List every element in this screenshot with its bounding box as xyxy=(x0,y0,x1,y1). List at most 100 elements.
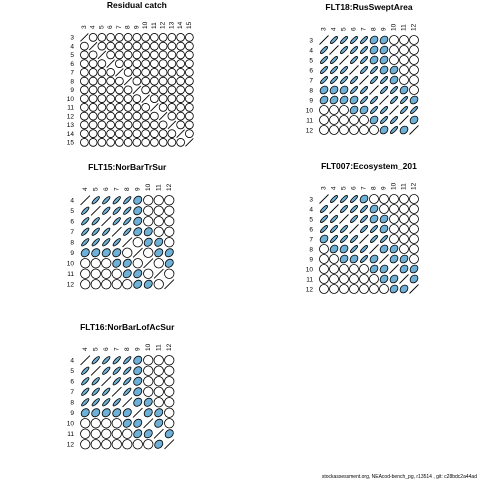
correlation-ellipse xyxy=(369,284,379,294)
correlation-ellipse xyxy=(185,111,194,121)
correlation-ellipse xyxy=(158,129,168,138)
correlation-ellipse xyxy=(379,35,389,45)
correlation-ellipse xyxy=(185,68,194,77)
correlation-ellipse xyxy=(102,238,111,247)
col-tick-label: 5 xyxy=(92,187,99,191)
col-tick-label: 7 xyxy=(113,347,120,351)
correlation-ellipse xyxy=(369,204,379,214)
correlation-ellipse xyxy=(143,247,154,258)
correlation-ellipse xyxy=(329,264,339,274)
correlation-ellipse xyxy=(80,279,91,290)
diagonal-mark xyxy=(167,120,177,130)
correlation-ellipse xyxy=(150,111,159,121)
row-tick-label: 12 xyxy=(306,286,314,293)
diagonal-mark xyxy=(164,279,175,290)
correlation-ellipse xyxy=(167,68,177,77)
correlation-ellipse xyxy=(81,206,90,215)
correlation-ellipse xyxy=(389,274,399,284)
correlation-ellipse xyxy=(399,65,409,75)
correlation-ellipse xyxy=(339,125,349,135)
correlation-ellipse xyxy=(185,103,194,112)
correlation-ellipse xyxy=(340,235,348,243)
correlation-ellipse xyxy=(399,194,409,204)
correlation-ellipse xyxy=(88,68,98,77)
correlation-ellipse xyxy=(330,195,338,203)
correlation-ellipse xyxy=(111,418,122,429)
correlation-ellipse xyxy=(349,95,359,105)
diagonal-mark xyxy=(153,268,164,279)
correlation-ellipse xyxy=(409,274,419,284)
correlation-ellipse xyxy=(370,225,378,233)
correlation-ellipse xyxy=(132,41,142,51)
panel-title: FLT15:NorBarTrSur xyxy=(88,162,167,172)
correlation-ellipse xyxy=(143,227,153,237)
correlation-ellipse xyxy=(106,138,115,147)
correlation-ellipse xyxy=(91,227,100,236)
col-tick-label: 6 xyxy=(351,186,358,190)
col-tick-label: 12 xyxy=(160,21,167,29)
correlation-ellipse xyxy=(176,50,185,60)
correlation-ellipse xyxy=(80,439,91,450)
correlation-ellipse xyxy=(154,439,164,449)
correlation-ellipse xyxy=(133,387,143,397)
correlation-ellipse xyxy=(123,129,133,138)
row-tick-label: 9 xyxy=(70,410,74,417)
row-tick-label: 4 xyxy=(70,198,74,205)
correlation-ellipse xyxy=(399,204,409,214)
diagonal-mark xyxy=(132,407,143,418)
correlation-ellipse xyxy=(185,94,194,103)
correlation-ellipse xyxy=(164,205,175,216)
correlation-ellipse xyxy=(359,125,369,135)
correlation-ellipse xyxy=(350,76,358,84)
correlation-ellipse xyxy=(379,45,389,55)
correlation-ellipse xyxy=(111,439,122,450)
correlation-ellipse xyxy=(340,46,348,54)
correlation-ellipse xyxy=(158,85,168,95)
correlation-ellipse xyxy=(176,85,185,95)
row-tick-label: 11 xyxy=(306,276,313,283)
col-tick-label: 7 xyxy=(361,186,368,190)
row-tick-label: 5 xyxy=(309,57,313,64)
correlation-ellipse xyxy=(81,398,90,407)
correlation-ellipse xyxy=(106,111,115,121)
diagonal-mark xyxy=(132,85,142,95)
correlation-ellipse xyxy=(80,418,91,429)
col-tick-label: 4 xyxy=(82,347,89,351)
correlation-ellipse xyxy=(349,105,359,115)
correlation-ellipse xyxy=(106,68,115,77)
correlation-ellipse xyxy=(164,268,175,279)
correlation-ellipse xyxy=(143,205,154,216)
correlation-ellipse xyxy=(150,68,159,77)
col-tick-label: 6 xyxy=(103,347,110,351)
col-tick-label: 6 xyxy=(107,25,114,29)
row-tick-label: 5 xyxy=(70,52,74,59)
correlation-ellipse xyxy=(150,41,159,51)
col-tick-label: 12 xyxy=(411,182,418,190)
col-tick-label: 10 xyxy=(145,343,152,351)
correlation-ellipse xyxy=(409,45,419,55)
correlation-ellipse xyxy=(389,45,399,55)
correlation-ellipse xyxy=(176,120,185,130)
correlation-ellipse xyxy=(350,195,358,203)
col-tick-label: 5 xyxy=(92,347,99,351)
correlation-ellipse xyxy=(185,33,194,42)
correlation-ellipse xyxy=(360,225,368,233)
correlation-ellipse xyxy=(380,106,388,114)
correlation-ellipse xyxy=(97,138,107,147)
col-tick-label: 10 xyxy=(391,182,398,190)
correlation-ellipse xyxy=(369,194,379,204)
diagonal-mark xyxy=(88,41,98,51)
col-tick-label: 7 xyxy=(116,25,123,29)
diagonal-mark xyxy=(369,244,379,254)
diagonal-mark xyxy=(185,138,194,147)
diagonal-mark xyxy=(111,386,122,397)
correlation-ellipse xyxy=(88,120,98,130)
correlation-ellipse xyxy=(143,355,154,366)
correlation-ellipse xyxy=(150,129,159,138)
correlation-ellipse xyxy=(176,103,185,112)
correlation-ellipse xyxy=(379,284,389,294)
correlation-ellipse xyxy=(132,111,142,121)
col-tick-label: 9 xyxy=(134,347,141,351)
correlation-ellipse xyxy=(370,235,378,243)
